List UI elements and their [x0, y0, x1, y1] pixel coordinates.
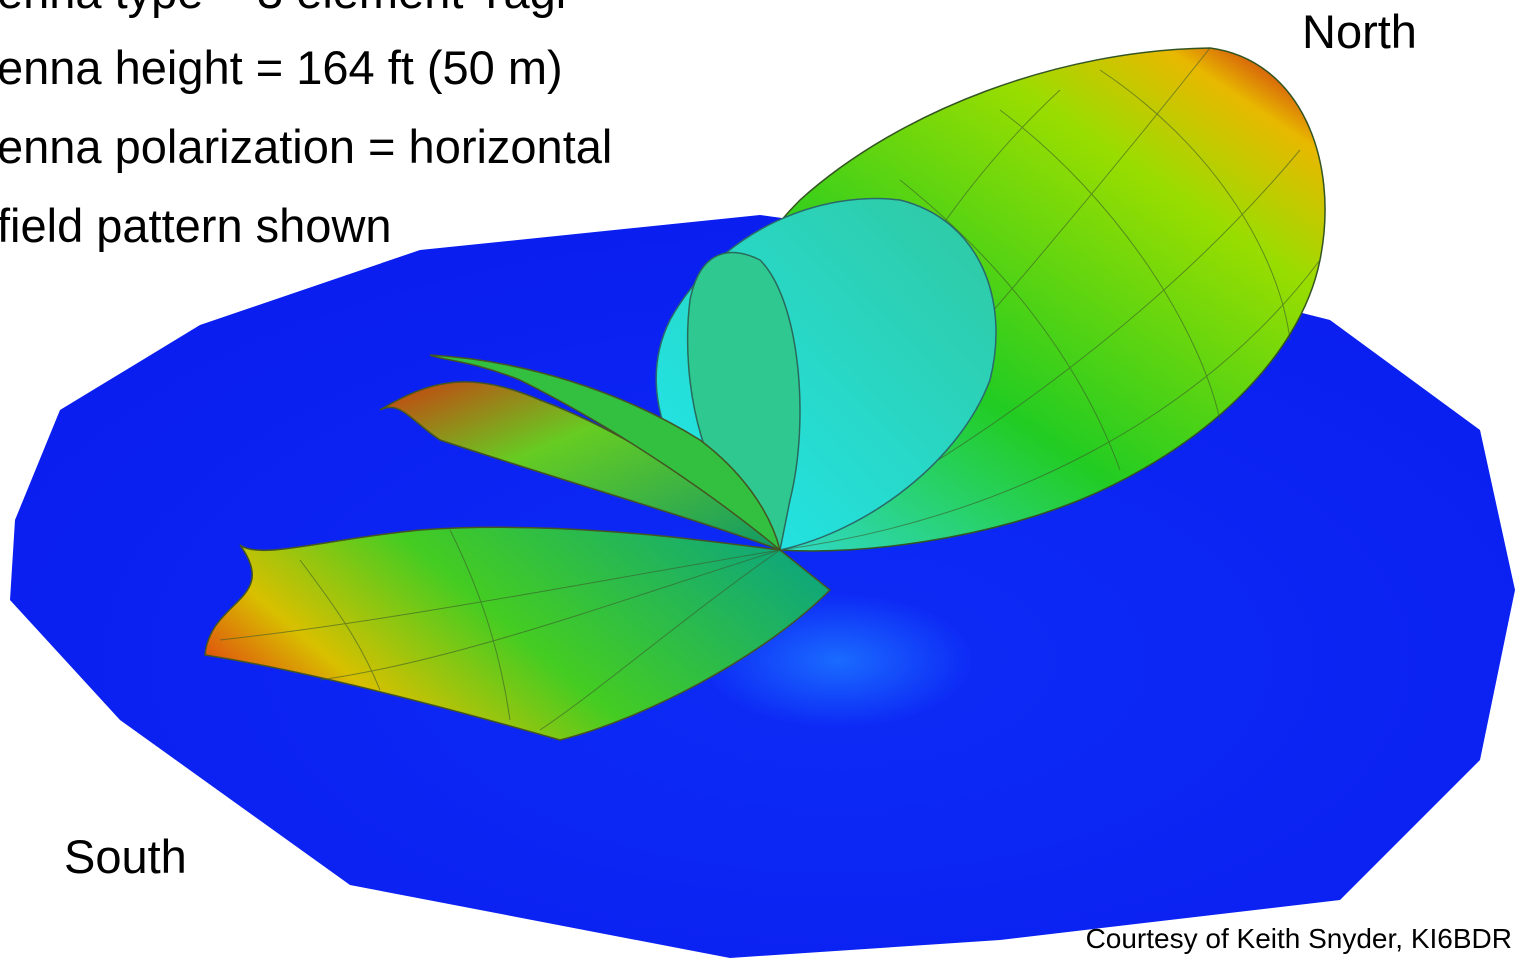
- caption-line: enna polarization = horizontal: [0, 120, 612, 173]
- north-label: North: [1302, 5, 1417, 58]
- south-label: South: [64, 830, 187, 883]
- back-lobe-high: [429, 354, 782, 553]
- caption-line: enna height = 164 ft (50 m): [0, 41, 563, 94]
- credit: Courtesy of Keith Snyder, KI6BDR: [1086, 923, 1512, 954]
- back-lobe-mesh: [219, 529, 781, 731]
- caption-text: enna type = 3 element Yagi enna height =…: [0, 0, 612, 252]
- caption-line: field pattern shown: [0, 199, 392, 252]
- caption-line: enna type = 3 element Yagi: [0, 0, 566, 18]
